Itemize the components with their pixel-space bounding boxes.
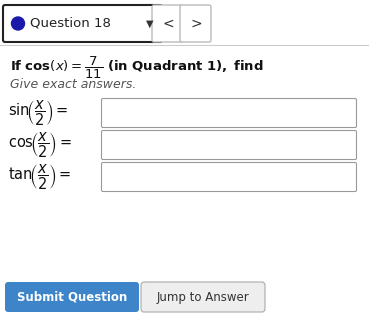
Text: Question 18: Question 18 — [30, 17, 111, 30]
FancyBboxPatch shape — [5, 282, 139, 312]
FancyBboxPatch shape — [3, 5, 162, 42]
Text: >: > — [190, 17, 202, 30]
Text: <: < — [162, 17, 174, 30]
Text: $\mathrm{sin}\!\left(\dfrac{x}{2}\right) =$: $\mathrm{sin}\!\left(\dfrac{x}{2}\right)… — [8, 98, 69, 128]
FancyBboxPatch shape — [180, 5, 211, 42]
Text: $\mathbf{If\ cos}(x) = \dfrac{7}{11}\ \mathbf{(in\ Quadrant\ 1),\ find}$: $\mathbf{If\ cos}(x) = \dfrac{7}{11}\ \m… — [10, 55, 263, 81]
FancyBboxPatch shape — [101, 131, 356, 160]
Text: $\mathrm{tan}\!\left(\dfrac{x}{2}\right) =$: $\mathrm{tan}\!\left(\dfrac{x}{2}\right)… — [8, 162, 72, 192]
Text: Give exact answers.: Give exact answers. — [10, 79, 137, 91]
Text: ▼: ▼ — [146, 18, 154, 28]
FancyBboxPatch shape — [101, 162, 356, 192]
FancyBboxPatch shape — [141, 282, 265, 312]
FancyBboxPatch shape — [101, 99, 356, 127]
Text: Submit Question: Submit Question — [17, 290, 127, 304]
Text: $\mathrm{cos}\!\left(\dfrac{x}{2}\right) =$: $\mathrm{cos}\!\left(\dfrac{x}{2}\right)… — [8, 130, 72, 160]
Circle shape — [11, 17, 24, 30]
Text: Jump to Answer: Jump to Answer — [156, 290, 249, 304]
FancyBboxPatch shape — [152, 5, 183, 42]
